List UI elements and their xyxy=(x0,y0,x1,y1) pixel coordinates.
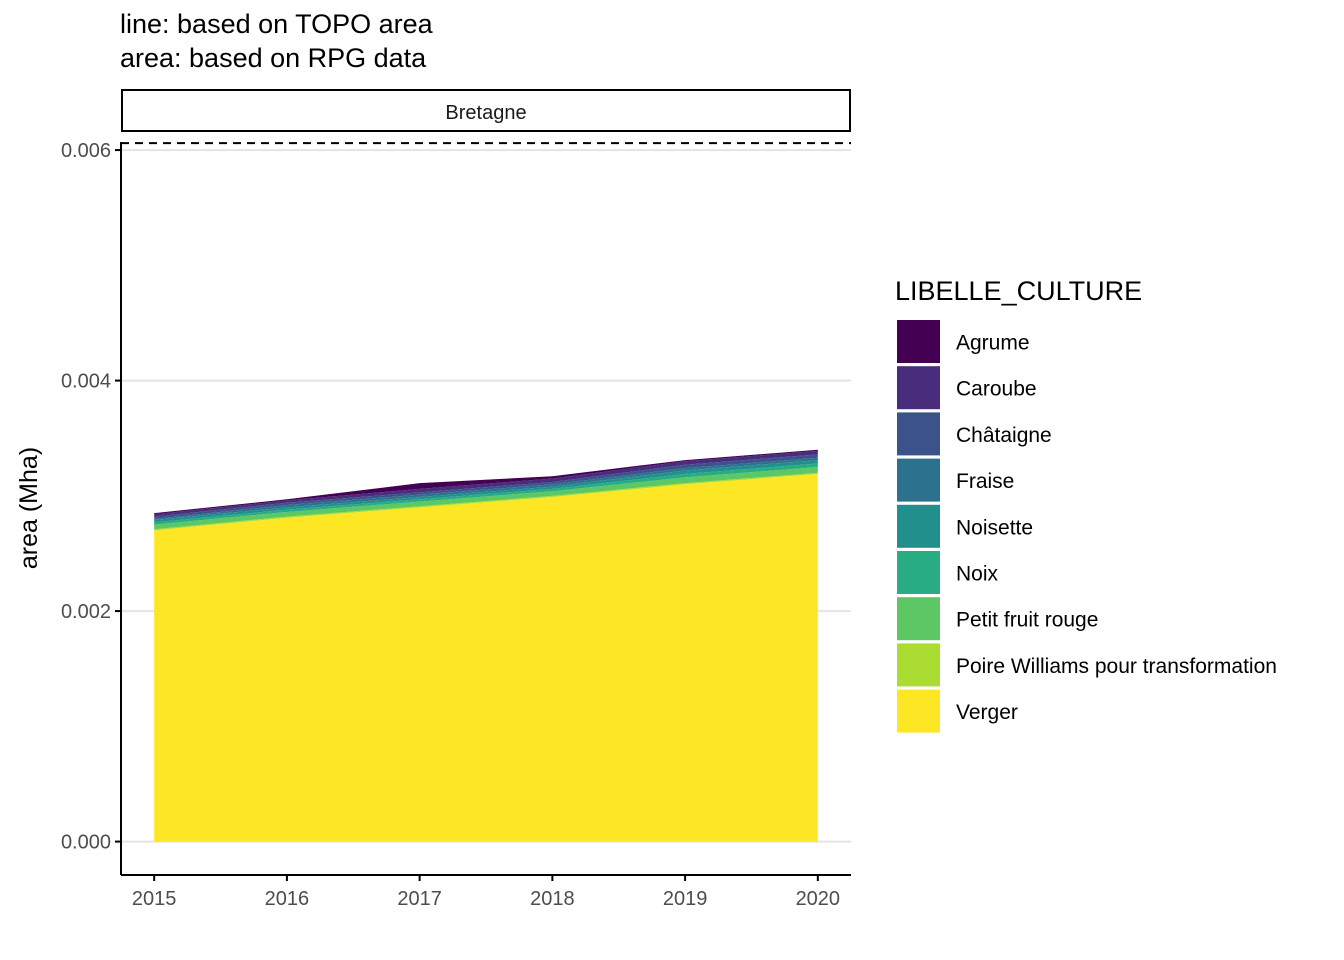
x-tick-label: 2016 xyxy=(265,888,310,910)
x-axis-ticks: 2015 2016 2017 2018 2019 2020 xyxy=(132,875,840,910)
legend-swatch xyxy=(897,551,940,594)
legend-label: Poire Williams pour transformation xyxy=(956,655,1277,678)
facet-strip-label: Bretagne xyxy=(445,102,526,124)
y-tick-label: 0.002 xyxy=(61,601,111,623)
legend-label: Caroube xyxy=(956,378,1037,401)
legend-label: Fraise xyxy=(956,470,1014,493)
chart-title-line-1: line: based on TOPO area xyxy=(120,9,434,39)
area-noisette xyxy=(154,460,818,523)
legend-swatch xyxy=(897,412,940,456)
y-tick-label: 0.006 xyxy=(61,140,111,162)
area-fraise xyxy=(154,457,818,521)
legend-swatch xyxy=(897,689,940,733)
area-petit-fruit-rouge xyxy=(154,467,818,530)
facet-strip xyxy=(121,89,851,132)
legend: Agrume Caroube Châtaigne Fraise Noisette Noix… xyxy=(897,320,1277,733)
legend-swatch xyxy=(897,643,940,687)
legend-title: LIBELLE_CULTURE xyxy=(895,276,1142,306)
x-tick-label: 2015 xyxy=(132,888,177,910)
area-chataigne xyxy=(154,454,818,519)
area-poire-williams-pour-transformation xyxy=(154,472,818,531)
area-verger xyxy=(154,473,818,842)
legend-swatch xyxy=(897,320,940,363)
x-tick-label: 2020 xyxy=(796,888,841,910)
legend-swatch xyxy=(897,366,940,410)
legend-swatch xyxy=(897,504,940,548)
legend-label: Noisette xyxy=(956,516,1033,539)
x-tick-label: 2017 xyxy=(397,888,442,910)
y-tick-label: 0.004 xyxy=(61,371,111,393)
legend-label: Verger xyxy=(956,701,1018,724)
legend-label: Agrume xyxy=(956,332,1030,355)
legend-label: Noix xyxy=(956,563,999,586)
legend-label: Châtaigne xyxy=(956,424,1052,447)
legend-swatch xyxy=(897,597,940,641)
chart-title-line-2: area: based on RPG data xyxy=(120,43,427,73)
x-tick-label: 2018 xyxy=(530,888,575,910)
y-axis-title: area (Mha) xyxy=(15,447,43,569)
y-tick-label: 0.000 xyxy=(61,832,111,854)
x-tick-label: 2019 xyxy=(663,888,708,910)
y-axis-ticks: 0.000 0.002 0.004 0.006 xyxy=(61,140,121,854)
legend-swatch xyxy=(897,458,940,502)
legend-label: Petit fruit rouge xyxy=(956,609,1098,632)
area-agrume xyxy=(154,449,818,515)
stacked-areas xyxy=(154,449,818,842)
